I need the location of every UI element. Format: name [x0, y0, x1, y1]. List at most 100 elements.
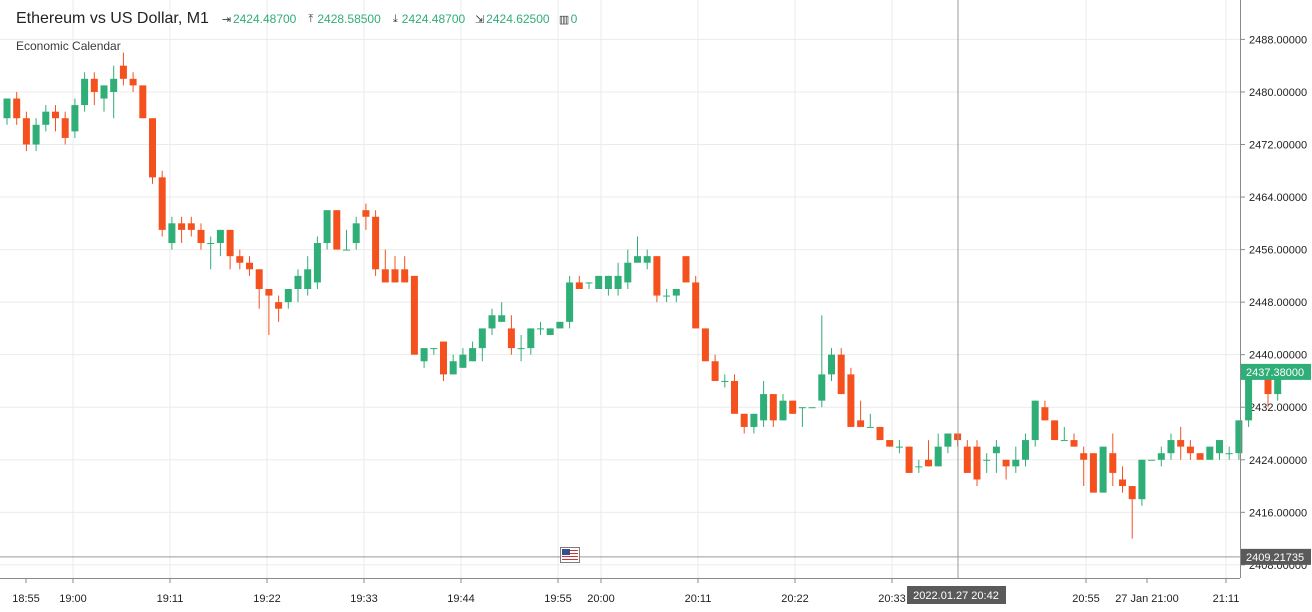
- candle-body: [71, 105, 79, 132]
- x-tick-label: 18:55: [12, 593, 40, 605]
- candle-body: [1022, 440, 1029, 460]
- candle-body: [1109, 453, 1117, 473]
- candle-body: [992, 446, 1000, 454]
- candle-body: [352, 223, 360, 244]
- candle-body: [537, 328, 544, 330]
- candle-body: [498, 315, 506, 322]
- candle-body: [459, 354, 467, 368]
- x-tick-label: 19:55: [544, 593, 572, 605]
- candle-body: [837, 354, 845, 395]
- close-value-group: ⇲ 2424.62500: [474, 12, 550, 26]
- candle-body: [100, 85, 108, 99]
- open-value-group: ⇥ 2424.48700: [221, 12, 297, 26]
- candle-body: [857, 420, 865, 427]
- candle-body: [158, 177, 166, 230]
- candle-body: [828, 354, 835, 375]
- candle-body: [410, 275, 418, 355]
- candle-body: [1031, 400, 1039, 441]
- close-arrow-icon: ⇲: [475, 13, 485, 26]
- candle-body: [1216, 440, 1223, 454]
- candle-body: [90, 78, 98, 92]
- candle-body: [1041, 407, 1049, 421]
- candle-body: [3, 98, 11, 119]
- candle-body: [1099, 446, 1107, 493]
- candle-body: [575, 282, 583, 289]
- candle-body: [895, 446, 903, 448]
- candle-body: [246, 262, 253, 270]
- current-price-label: 2437.38000: [1246, 367, 1304, 379]
- candle-body: [769, 394, 777, 421]
- candle-body: [731, 380, 738, 414]
- candle-body: [798, 407, 806, 409]
- x-tick-label: 20:00: [587, 593, 615, 605]
- candle-body: [847, 374, 855, 427]
- current-price-tag: [1241, 363, 1311, 380]
- candle-body: [546, 328, 554, 335]
- candle-body: [1196, 453, 1204, 460]
- candle-body: [401, 269, 409, 283]
- candle-body: [52, 111, 59, 119]
- candle-body: [1245, 374, 1253, 421]
- candle-body: [255, 269, 263, 289]
- candle-body: [207, 243, 215, 245]
- candle-body: [226, 229, 234, 257]
- y-tick-label: 2424.00000: [1249, 455, 1307, 467]
- economic-calendar-label[interactable]: Economic Calendar: [16, 39, 121, 53]
- symbol-title: Ethereum vs US Dollar, M1: [16, 10, 209, 27]
- candle-body: [507, 328, 515, 349]
- candle-body: [1128, 486, 1136, 500]
- y-tick-label: 2488.00000: [1249, 34, 1307, 46]
- candle-body: [963, 446, 971, 473]
- candle-body: [1274, 374, 1282, 395]
- candle-body: [886, 440, 894, 447]
- x-tick-label: 21:11: [1213, 593, 1240, 605]
- candle-body: [643, 256, 651, 263]
- candle-body: [1157, 453, 1165, 460]
- candle-body: [129, 78, 137, 86]
- chart-header: Ethereum vs US Dollar, M1 ⇥ 2424.48700 ⤒…: [16, 10, 586, 28]
- candle-body: [168, 223, 176, 244]
- candle-body: [32, 124, 40, 145]
- candle-body: [604, 275, 612, 289]
- candle-body: [449, 361, 457, 375]
- candle-body: [624, 262, 632, 283]
- candle-body: [915, 466, 923, 468]
- candle-body: [362, 210, 370, 217]
- high-value: 2428.58500: [317, 12, 381, 26]
- y-tick-label: 2440.00000: [1249, 350, 1307, 362]
- candle-body: [614, 275, 622, 289]
- candle-body: [197, 229, 205, 244]
- candle-body: [925, 459, 932, 467]
- candle-body: [1080, 453, 1088, 460]
- candle-body: [420, 348, 428, 362]
- candle-body: [430, 348, 438, 350]
- us-flag-icon[interactable]: [560, 547, 580, 563]
- volume-value: 0: [570, 12, 578, 26]
- candle-body: [585, 282, 593, 284]
- candle-body: [692, 282, 700, 329]
- volume-bars-icon: ▥: [558, 13, 570, 26]
- candle-body: [304, 269, 312, 289]
- candle-body: [391, 269, 399, 283]
- y-tick-label: 2480.00000: [1249, 87, 1307, 99]
- candle-body: [663, 295, 671, 297]
- candle-body: [216, 229, 224, 244]
- candle-body: [808, 407, 816, 409]
- candle-body: [1051, 420, 1059, 441]
- candle-body: [236, 256, 244, 263]
- candle-body: [740, 413, 748, 427]
- candle-body: [653, 256, 661, 296]
- x-tick-label: 20:33: [878, 593, 906, 605]
- open-value: 2424.48700: [232, 12, 297, 26]
- candle-body: [478, 328, 486, 349]
- crosshair-price-label: 2409.21735: [1246, 552, 1304, 564]
- candle-body: [1235, 420, 1243, 454]
- low-arrow-icon: ⤓: [392, 12, 398, 25]
- candle-body: [750, 413, 758, 427]
- candle-body: [1119, 479, 1126, 487]
- x-tick-label: 19:44: [447, 593, 475, 605]
- candle-body: [275, 302, 283, 309]
- candle-body: [595, 275, 603, 289]
